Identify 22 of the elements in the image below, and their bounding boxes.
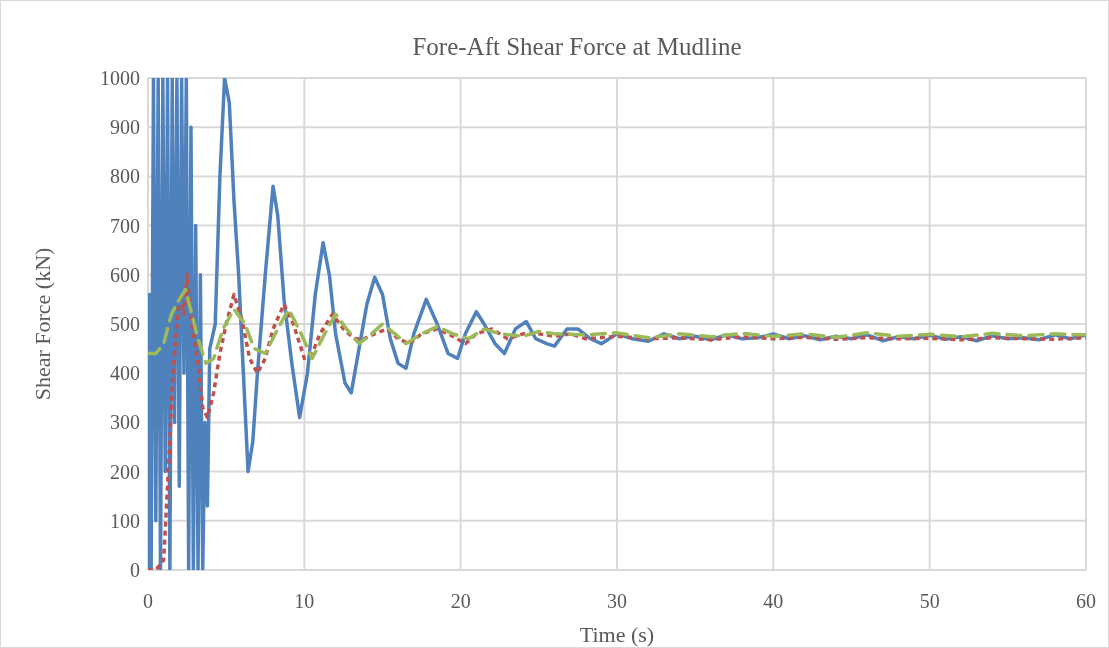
line-series: [148, 287, 1086, 366]
x-tick-label: 40: [763, 590, 784, 612]
y-tick-label: 900: [110, 116, 140, 139]
x-tick-label: 50: [919, 590, 940, 612]
chart-title: Fore-Aft Shear Force at Mudline: [412, 33, 742, 60]
y-tick-label: 400: [110, 362, 140, 385]
y-tick-label: 100: [110, 509, 140, 532]
y-tick-label: 0: [130, 559, 140, 581]
line-series: [148, 78, 1086, 570]
y-tick-label: 800: [110, 165, 140, 188]
y-axis-title: Shear Force (kN): [30, 247, 55, 401]
x-tick-label: 10: [294, 590, 315, 612]
y-tick-label: 500: [110, 313, 140, 335]
x-tick-label: 60: [1076, 590, 1096, 612]
x-tick-label: 20: [450, 590, 471, 612]
y-tick-label: 700: [110, 214, 140, 237]
x-axis-title: Time (s): [579, 622, 655, 647]
y-tick-label: 1000: [100, 67, 140, 89]
y-tick-label: 300: [110, 411, 140, 434]
x-tick-label: 30: [607, 590, 627, 612]
y-tick-label: 600: [110, 263, 140, 286]
y-tick-label: 200: [110, 460, 140, 483]
